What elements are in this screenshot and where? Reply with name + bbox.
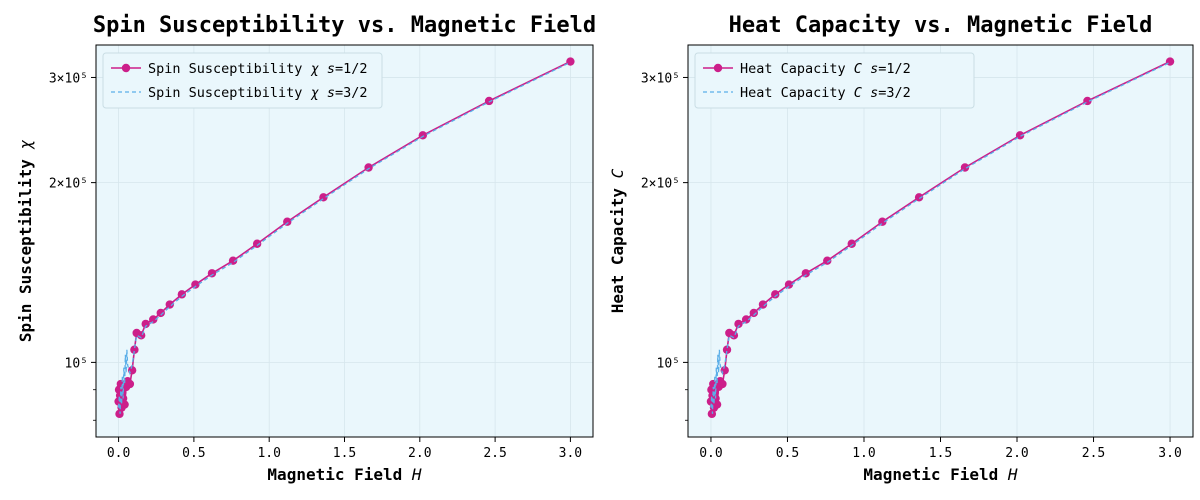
x-tick-label: 2.0 xyxy=(408,446,431,461)
data-point xyxy=(749,308,759,318)
legend-box xyxy=(102,52,383,109)
legend: Heat Capacity C s=1/2 Heat Capacity C s=3… xyxy=(694,52,975,109)
data-point xyxy=(729,331,739,340)
x-tick-label: 3.0 xyxy=(1158,446,1181,461)
y-tick-label: 2×10⁵ xyxy=(49,177,88,192)
data-point xyxy=(718,379,727,389)
data-point xyxy=(801,269,811,278)
data-point xyxy=(847,239,856,248)
x-tick-label: 1.5 xyxy=(929,446,952,461)
data-point xyxy=(364,163,373,172)
x-tick-label: 2.5 xyxy=(1082,446,1105,461)
chart-title: Spin Susceptibility vs. Magnetic Field xyxy=(93,13,596,38)
x-tick-label: 0.5 xyxy=(776,446,799,461)
y-tick-label: 3×10⁵ xyxy=(641,71,680,86)
x-tick-label: 2.5 xyxy=(483,446,506,461)
data-point xyxy=(125,379,135,389)
x-tick-label: 0.0 xyxy=(107,446,130,461)
data-point xyxy=(149,315,158,324)
x-tick-label: 1.0 xyxy=(257,446,280,461)
y-axis-label: Heat Capacity C xyxy=(608,168,627,313)
y-tick-label: 3×10⁵ xyxy=(49,71,88,86)
x-tick-label: 3.0 xyxy=(559,446,582,461)
legend-label-1: Spin Susceptibility χ s=1/2 xyxy=(148,61,368,77)
x-tick-label: 0.5 xyxy=(182,446,205,461)
data-point xyxy=(1015,131,1025,140)
y-tick-label: 2×10⁵ xyxy=(641,177,680,192)
data-point xyxy=(771,290,780,299)
data-point xyxy=(191,280,200,289)
data-point xyxy=(566,57,575,66)
x-tick-label: 0.0 xyxy=(699,446,722,461)
data-point xyxy=(784,280,794,289)
legend-marker xyxy=(121,63,131,73)
legend-box xyxy=(694,52,975,109)
chart-panel-2: 0.0 0.5 1.0 1.5 2.0 2.5 3.0 10⁵ 2×10⁵ 3×10⁵ Heat C… xyxy=(608,13,1194,484)
data-point xyxy=(712,400,722,409)
data-point xyxy=(228,256,238,265)
data-point xyxy=(165,300,174,309)
legend-label-2: Heat Capacity C s=3/2 xyxy=(740,85,911,101)
data-point xyxy=(418,131,428,140)
x-tick-label: 2.0 xyxy=(1005,446,1028,461)
y-axis-label: Spin Susceptibility χ xyxy=(16,139,35,342)
data-point xyxy=(734,319,743,329)
legend-label-2: Spin Susceptibility χ s=3/2 xyxy=(148,85,368,101)
data-point xyxy=(283,217,292,226)
x-axis-label: Magnetic Field H xyxy=(267,465,422,484)
data-point xyxy=(914,193,924,202)
y-tick-label: 10⁵ xyxy=(657,356,680,371)
x-tick-label: 1.0 xyxy=(852,446,875,461)
data-point xyxy=(722,345,732,354)
legend: Spin Susceptibility χ s=1/2 Spin Suscepti… xyxy=(102,52,383,109)
data-point xyxy=(130,345,139,354)
data-point xyxy=(484,96,494,106)
data-point xyxy=(252,239,262,248)
chart-title: Heat Capacity vs. Magnetic Field xyxy=(729,13,1153,38)
data-point xyxy=(156,308,165,318)
data-point xyxy=(120,400,129,409)
legend-label-1: Heat Capacity C s=1/2 xyxy=(740,61,911,77)
data-point xyxy=(758,300,768,309)
chart-panel-1: 0.0 0.5 1.0 1.5 2.0 2.5 3.0 10⁵ 2×10⁵ 3×10⁵ Spin S… xyxy=(16,13,596,484)
data-point xyxy=(141,319,150,329)
x-axis-label: Magnetic Field H xyxy=(863,465,1018,484)
data-point xyxy=(177,290,187,299)
legend-marker xyxy=(713,63,723,73)
data-point xyxy=(741,315,751,324)
data-point xyxy=(207,269,217,278)
y-tick-label: 10⁵ xyxy=(65,356,88,371)
data-point xyxy=(878,217,887,226)
x-tick-label: 1.5 xyxy=(333,446,356,461)
data-point xyxy=(823,256,832,265)
